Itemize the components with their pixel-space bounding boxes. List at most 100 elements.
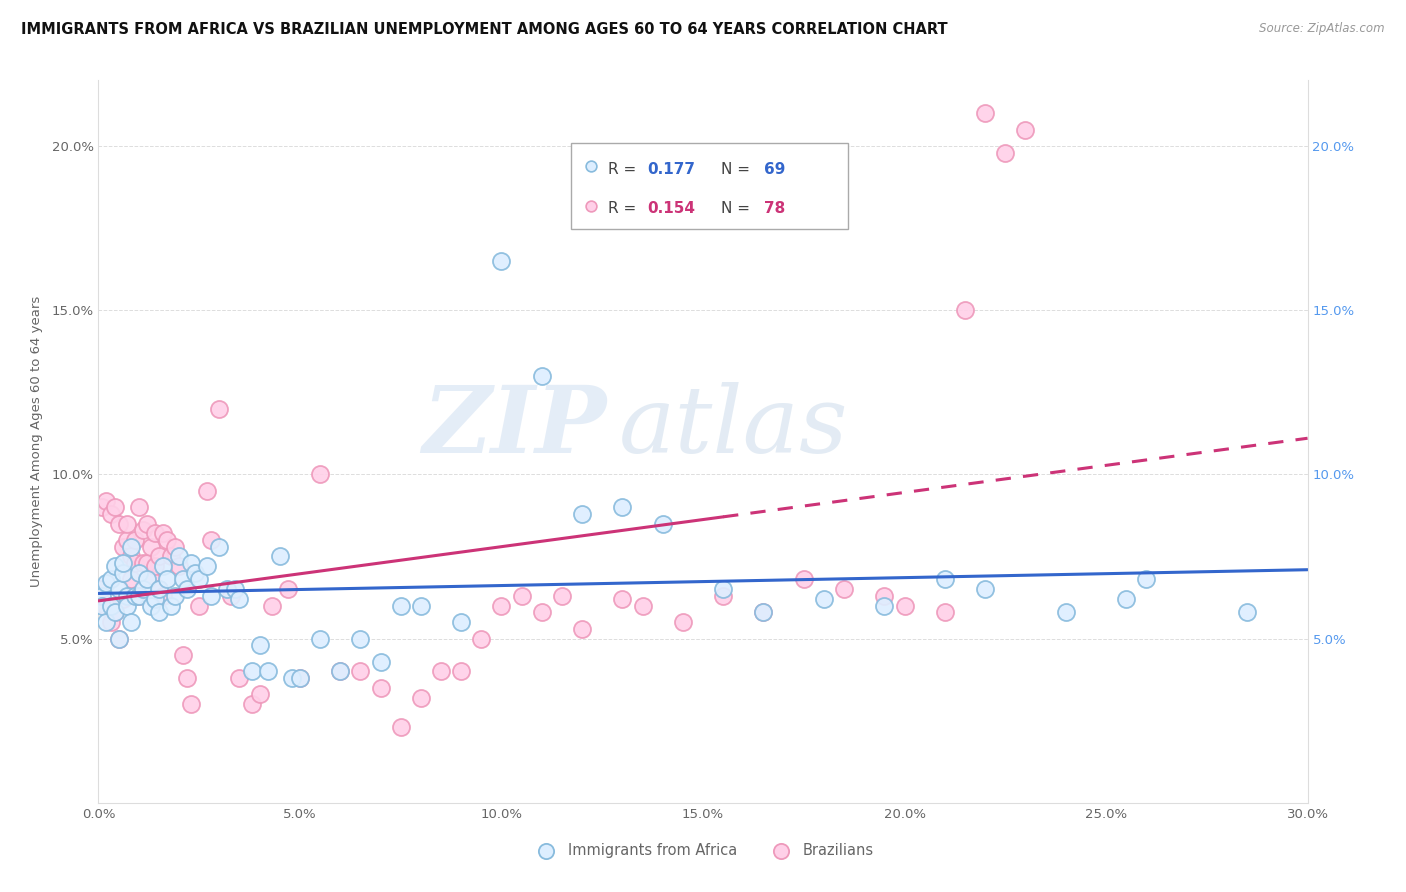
Point [96, 575, 118, 590]
Point [124, 556, 146, 570]
Text: 69: 69 [763, 162, 785, 178]
Point [163, 540, 186, 554]
Point [1236, 605, 1258, 619]
Text: R =: R = [607, 162, 641, 178]
Point [180, 556, 202, 570]
Point [228, 592, 250, 607]
Point [974, 582, 997, 597]
Point [115, 599, 138, 613]
Point [612, 592, 634, 607]
Point [91, 599, 114, 613]
Text: atlas: atlas [619, 382, 848, 472]
Point [160, 599, 183, 613]
Point [115, 516, 138, 531]
Point [249, 638, 271, 652]
Point [370, 681, 392, 695]
Point [103, 605, 125, 619]
Point [510, 589, 533, 603]
Point [103, 500, 125, 515]
Point [711, 582, 734, 597]
Point [120, 573, 142, 587]
Point [188, 599, 211, 613]
Text: 0.154: 0.154 [647, 202, 696, 217]
Text: 78: 78 [763, 202, 785, 217]
Point [1115, 592, 1137, 607]
Point [579, 199, 602, 213]
Point [631, 599, 654, 613]
Point [221, 589, 243, 603]
Point [260, 599, 283, 613]
Point [389, 720, 412, 734]
Point [156, 533, 179, 547]
Point [195, 483, 218, 498]
Point [309, 632, 332, 646]
Point [128, 589, 150, 603]
Point [994, 145, 1017, 160]
Point [120, 615, 142, 630]
Point [281, 671, 304, 685]
Point [167, 559, 190, 574]
Point [349, 632, 371, 646]
Point [1054, 605, 1077, 619]
Point [111, 556, 134, 570]
Point [450, 615, 472, 630]
Point [148, 605, 170, 619]
Point [813, 592, 835, 607]
Point [152, 526, 174, 541]
Point [409, 599, 432, 613]
Point [752, 605, 775, 619]
Point [100, 615, 122, 630]
Point [195, 559, 218, 574]
Point [288, 671, 311, 685]
Point [152, 559, 174, 574]
Point [711, 589, 734, 603]
Point [148, 582, 170, 597]
Point [269, 549, 291, 564]
Point [329, 665, 352, 679]
Point [139, 540, 162, 554]
Point [530, 605, 553, 619]
Point [107, 582, 129, 597]
Point [551, 589, 574, 603]
Point [152, 589, 174, 603]
Point [107, 632, 129, 646]
Point [579, 160, 602, 174]
Point [115, 589, 138, 603]
Point [934, 573, 956, 587]
Point [672, 615, 695, 630]
Text: IMMIGRANTS FROM AFRICA VS BRAZILIAN UNEMPLOYMENT AMONG AGES 60 TO 64 YEARS CORRE: IMMIGRANTS FROM AFRICA VS BRAZILIAN UNEM… [21, 22, 948, 37]
Point [240, 665, 263, 679]
Point [288, 671, 311, 685]
Legend: Immigrants from Africa, Brazilians: Immigrants from Africa, Brazilians [526, 838, 880, 864]
Point [124, 589, 146, 603]
Point [132, 582, 155, 597]
Point [100, 599, 122, 613]
Point [184, 566, 207, 580]
Point [176, 582, 198, 597]
Point [240, 698, 263, 712]
Point [430, 665, 453, 679]
Point [612, 500, 634, 515]
Point [953, 303, 976, 318]
Point [139, 599, 162, 613]
Point [143, 592, 166, 607]
Point [224, 582, 246, 597]
Point [96, 599, 118, 613]
Point [163, 589, 186, 603]
Point [148, 582, 170, 597]
Point [96, 493, 118, 508]
Text: Source: ZipAtlas.com: Source: ZipAtlas.com [1260, 22, 1385, 36]
Point [143, 526, 166, 541]
Point [135, 573, 157, 587]
Point [208, 540, 231, 554]
Point [107, 516, 129, 531]
Point [491, 253, 513, 268]
Point [128, 589, 150, 603]
Point [111, 592, 134, 607]
Point [530, 368, 553, 383]
Point [107, 632, 129, 646]
Point [752, 605, 775, 619]
Point [934, 605, 956, 619]
Point [100, 573, 122, 587]
Point [91, 582, 114, 597]
